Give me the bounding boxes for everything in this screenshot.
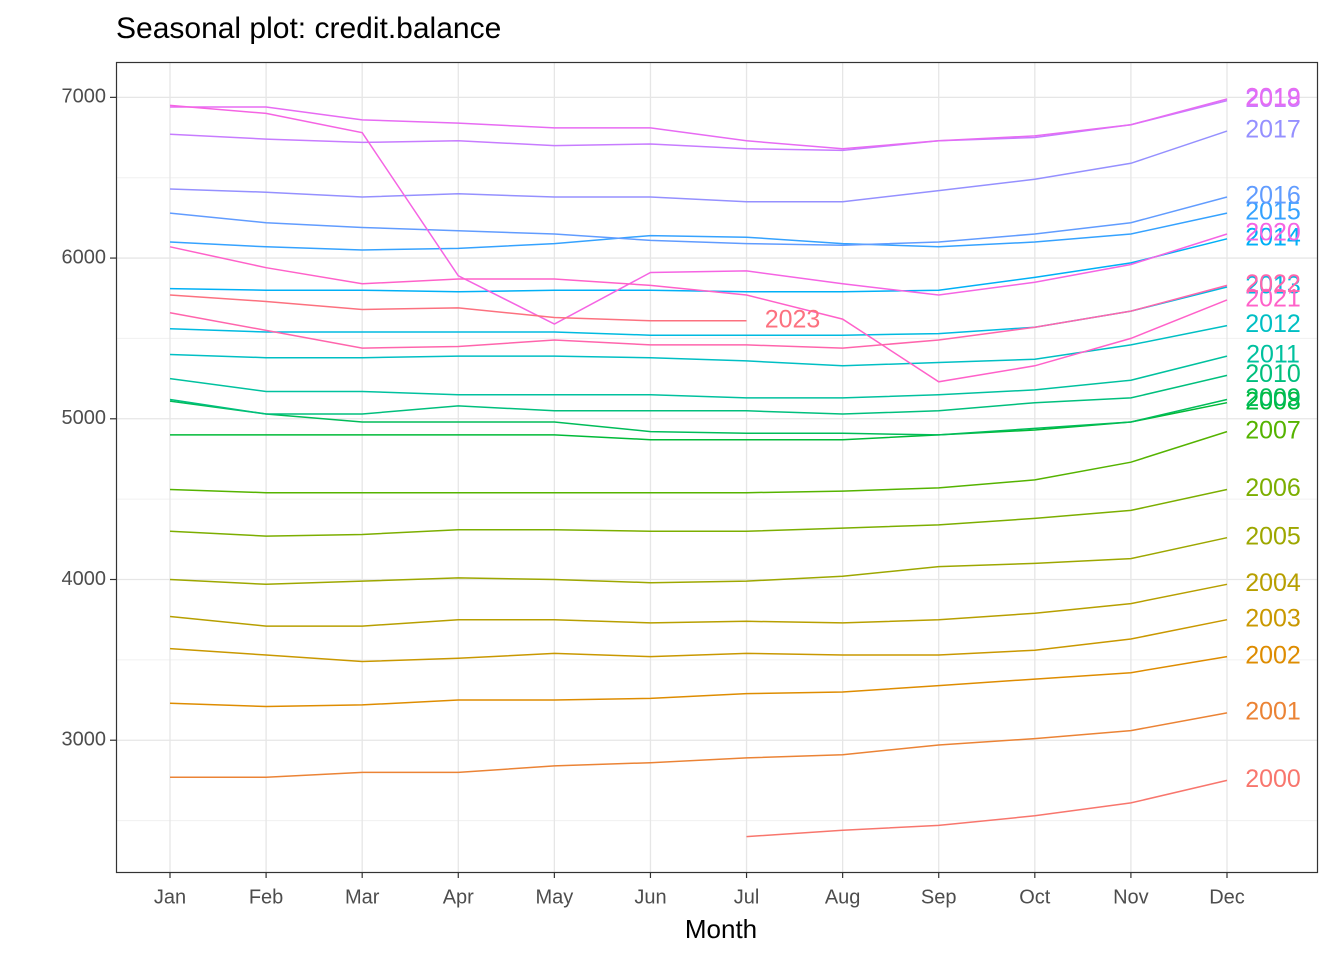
series-line (169, 398, 1228, 436)
series-line (169, 212, 1228, 251)
series-label: 2004 (1245, 569, 1301, 597)
panel-border (115, 61, 1319, 874)
series-label: 2015 (1245, 198, 1301, 226)
series-line (169, 196, 1228, 246)
series-label: 2013 (1245, 272, 1301, 300)
series-line (169, 430, 1228, 494)
series-label: 2019 (1245, 84, 1301, 112)
series-line (169, 246, 1228, 383)
x-tick-label: Aug (825, 886, 861, 908)
grid (116, 62, 1318, 872)
series-line (169, 324, 1228, 367)
y-tick-label: 6000 (62, 246, 107, 268)
series-line (169, 374, 1228, 415)
y-tick-label: 5000 (62, 407, 107, 429)
series-line (169, 284, 1228, 349)
series-label: 2005 (1245, 522, 1301, 550)
series-line (169, 104, 1228, 325)
x-tick-label: Dec (1209, 886, 1245, 908)
x-tick-label: Feb (249, 886, 283, 908)
series-label: 2014 (1245, 223, 1301, 251)
series-line (169, 130, 1228, 203)
x-axis-title: Month (685, 914, 757, 944)
series-label: 2007 (1245, 416, 1301, 444)
x-tick-label: Jun (634, 886, 666, 908)
series-label: 2010 (1245, 360, 1301, 388)
series-line (169, 536, 1228, 586)
series-label: 2012 (1245, 310, 1301, 338)
series-label: 2020 (1245, 219, 1301, 247)
series-label: 2000 (1245, 765, 1301, 793)
x-tick-label: Oct (1019, 886, 1051, 908)
series-line (170, 712, 1228, 778)
y-tick-label: 4000 (62, 568, 107, 590)
chart-title: Seasonal plot: credit.balance (116, 12, 501, 45)
series-label: 2006 (1245, 474, 1301, 502)
series-line (169, 655, 1228, 708)
series-label: 2011 (1246, 341, 1300, 369)
series-line (746, 779, 1228, 838)
series-label: 2021 (1245, 284, 1301, 312)
x-tick-label: Apr (443, 886, 474, 908)
series-line (169, 583, 1228, 627)
series-label: 2008 (1245, 387, 1301, 415)
series-label: 2009 (1245, 384, 1301, 412)
series-label: 2003 (1245, 604, 1301, 632)
x-tick-label: Nov (1113, 886, 1149, 908)
series-line (169, 99, 1228, 152)
x-tick-label: May (535, 886, 573, 908)
series-label: 2002 (1245, 641, 1301, 669)
series-label: 2017 (1245, 116, 1301, 144)
y-tick-label: 3000 (62, 728, 107, 750)
x-tick-label: Sep (921, 886, 957, 908)
series-line (169, 355, 1228, 399)
series-line (169, 488, 1228, 537)
y-tick-label: 7000 (62, 86, 107, 108)
series-line (170, 98, 1228, 150)
series-label: 2001 (1245, 698, 1301, 726)
x-tick-label: Jul (734, 886, 760, 908)
series-label: 2023 (765, 305, 821, 333)
series-label: 2022 (1245, 270, 1301, 298)
series-line (169, 294, 747, 322)
series-label: 2018 (1245, 85, 1301, 113)
x-tick-label: Jan (154, 886, 186, 908)
x-tick-label: Mar (345, 886, 380, 908)
series-line (169, 238, 1228, 293)
series-label: 2016 (1245, 182, 1301, 210)
series-line (170, 401, 1228, 441)
series-line (169, 618, 1228, 663)
series-lines (169, 98, 1228, 838)
